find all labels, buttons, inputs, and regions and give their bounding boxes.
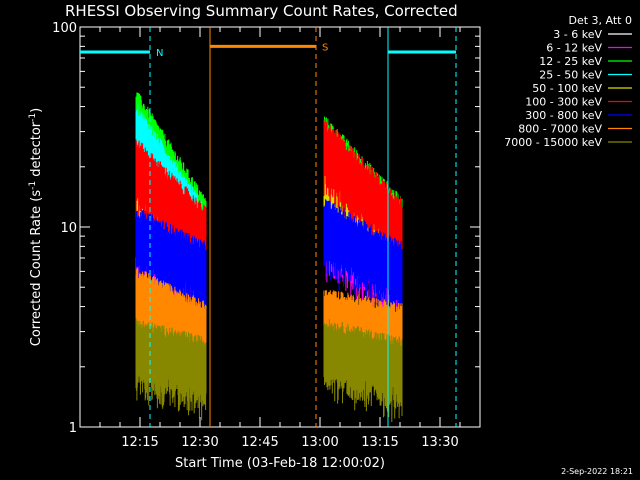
legend-label: 3 - 6 keV — [553, 28, 602, 41]
legend-label: 300 - 800 keV — [525, 109, 602, 122]
legend-label: 50 - 100 keV — [532, 82, 602, 95]
y-axis-label: Corrected Count Rate (s-1 detector-1) — [28, 108, 44, 346]
series-trace — [323, 318, 403, 423]
legend-label: 6 - 12 keV — [546, 42, 602, 55]
y-tick-label: 1 — [69, 421, 77, 436]
x-axis-label: Start Time (03-Feb-18 12:00:02) — [175, 456, 385, 471]
legend-label: 100 - 300 keV — [525, 96, 602, 109]
legend-label: 800 - 7000 keV — [518, 123, 602, 136]
series-trace — [135, 209, 207, 329]
x-tick-label: 13:30 — [421, 435, 458, 450]
x-tick-label: 13:15 — [361, 435, 398, 450]
series-5 — [135, 119, 403, 281]
y-tick-label: 10 — [60, 221, 77, 236]
x-tick-label: 12:15 — [121, 435, 158, 450]
series-trace — [323, 199, 403, 321]
legend-label: 25 - 50 keV — [539, 69, 602, 82]
y-tick-label: 100 — [52, 21, 77, 36]
legend-label: 7000 - 15000 keV — [504, 136, 602, 149]
legend-label: 12 - 25 keV — [539, 55, 602, 68]
axis-ticks: 1 10 100 12:15 12:30 12:45 13:00 13:15 13:30 — [52, 21, 481, 450]
series-8 — [135, 318, 403, 423]
data-layer: NS — [80, 27, 457, 427]
date-stamp: 2-Sep-2022 18:21 — [561, 467, 633, 476]
series-trace — [135, 318, 207, 421]
series-trace — [135, 139, 207, 279]
series-trace — [323, 119, 403, 281]
flag-label-0: N — [156, 48, 163, 59]
x-tick-label: 12:45 — [241, 435, 278, 450]
series-6 — [135, 199, 403, 329]
x-tick-label: 13:00 — [301, 435, 338, 450]
chart-title: RHESSI Observing Summary Count Rates, Co… — [65, 2, 458, 20]
flag-label-2: S — [322, 42, 328, 53]
x-tick-label: 12:30 — [181, 435, 218, 450]
legend-header: Det 3, Att 0 — [569, 14, 633, 27]
